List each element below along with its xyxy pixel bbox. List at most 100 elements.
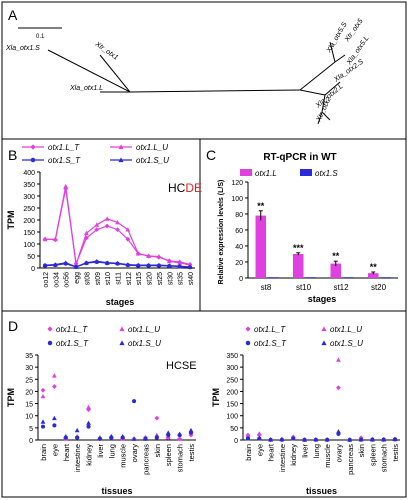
data-point	[75, 435, 80, 440]
tree-branch	[321, 111, 331, 121]
data-point	[52, 236, 58, 242]
x-tick-label: intestine	[278, 444, 287, 472]
legend-label: otx1.S_T	[56, 339, 89, 348]
data-point	[94, 227, 100, 232]
data-point	[165, 435, 171, 440]
source-tag: HCDE	[168, 181, 202, 195]
tree-branch	[334, 54, 346, 63]
y-axis-title: TPM	[6, 388, 16, 407]
x-tick-label: stomach	[380, 444, 389, 472]
chart-d-left: 0 5 10 15 20 25 30 35 brain eye heart intestine kidn…	[6, 325, 197, 496]
x-tick-label: st12	[333, 283, 349, 292]
tree-branch	[317, 111, 323, 125]
data-point	[84, 260, 89, 265]
data-point	[166, 258, 172, 264]
x-tick-label: st10	[105, 272, 112, 285]
data-point	[156, 262, 162, 268]
legend-marker	[47, 340, 53, 346]
data-point	[115, 227, 120, 232]
source-tag-part: HC	[168, 181, 186, 195]
data-point	[146, 253, 151, 258]
data-point	[73, 264, 79, 269]
legend-label: otx1.S_T	[48, 156, 81, 165]
x-tick-label: intestine	[73, 444, 82, 472]
legend-label: otx1.S	[315, 169, 338, 178]
x-tick-label: ovary	[334, 444, 343, 463]
x-tick-label: ovary	[130, 444, 139, 463]
x-tick-label: st35	[178, 272, 185, 285]
data-point	[104, 260, 110, 265]
data-point	[166, 263, 172, 268]
scale-label: 0.1	[36, 34, 45, 40]
data-point	[177, 263, 183, 268]
bar	[368, 273, 379, 278]
legend-marker	[245, 340, 251, 346]
bar	[255, 215, 266, 278]
significance-label: **	[370, 262, 378, 272]
legend-label: otx1.L_T	[254, 325, 286, 334]
data-point	[63, 433, 69, 439]
y-tick-label: 80	[235, 212, 243, 219]
data-point	[84, 230, 89, 236]
x-tick-label: muscle	[323, 444, 332, 468]
source-tag-part: DE	[185, 181, 202, 195]
data-point	[40, 387, 46, 393]
legend-label: otx1.S_U	[128, 339, 161, 348]
x-tick-label: st12	[126, 272, 133, 285]
data-point	[86, 404, 91, 410]
legend-marker	[30, 157, 36, 163]
legend-label: otx1.L_T	[48, 143, 80, 152]
bar	[380, 277, 391, 278]
significance-label: **	[332, 251, 340, 261]
y-tick-label: 20	[25, 389, 33, 396]
x-axis-title: tissues	[306, 486, 337, 496]
legend-label: otx1.S_U	[136, 156, 169, 165]
x-tick-label: stomach	[176, 444, 185, 472]
phylogenetic-tree: 0.1Xla_otx1.SXla_otx1.LXtr_otx1Xtr_otx5X…	[5, 18, 371, 125]
x-tick-label: oo56	[64, 272, 71, 288]
x-tick-label: spleen	[164, 444, 173, 466]
bar	[305, 277, 316, 278]
x-tick-label: st10	[296, 283, 312, 292]
x-tick-label: pancreas	[346, 444, 355, 475]
y-tick-label: 50	[230, 426, 238, 433]
x-tick-label: testis	[391, 444, 400, 462]
x-tick-label: st8	[261, 283, 272, 292]
panel-label-d: D	[8, 318, 18, 334]
data-point	[115, 220, 120, 225]
x-tick-label: st15	[136, 272, 143, 285]
chart-d-right: 0 50 100 150 200 250 300 350 brain eye heart intest…	[211, 325, 400, 496]
data-point	[94, 258, 100, 264]
legend-marker	[30, 144, 36, 150]
data-point	[392, 436, 398, 441]
significance-label: **	[257, 201, 265, 211]
y-tick-label: 0	[239, 276, 243, 283]
data-point	[146, 262, 151, 268]
data-point	[369, 436, 375, 442]
bar	[268, 277, 279, 278]
data-point	[40, 393, 46, 399]
panel-d-frame	[1, 310, 407, 498]
x-tick-label: lung	[312, 444, 321, 458]
x-tick-label: muscle	[119, 444, 128, 468]
data-point	[154, 433, 160, 439]
tree-leaf-label: Xla_otx1.S	[5, 45, 40, 52]
panel-label-b: B	[8, 147, 17, 163]
y-tick-label: 120	[231, 180, 243, 187]
data-point	[256, 431, 262, 436]
tree-branch	[47, 49, 131, 93]
data-point	[52, 423, 57, 428]
data-point	[132, 399, 137, 404]
data-point	[115, 260, 120, 266]
y-tick-label: 250	[23, 206, 35, 213]
y-axis-title: Relative expression levels (L/S)	[218, 180, 225, 285]
x-tick-label: st40	[188, 272, 195, 285]
x-tick-label: oo12	[43, 272, 50, 288]
x-tick-label: eye	[50, 444, 59, 456]
data-point	[268, 437, 274, 442]
x-tick-label: testis	[187, 444, 196, 462]
x-axis-title: tissues	[101, 486, 132, 496]
data-point	[143, 436, 148, 441]
x-tick-label: st08	[84, 272, 91, 285]
